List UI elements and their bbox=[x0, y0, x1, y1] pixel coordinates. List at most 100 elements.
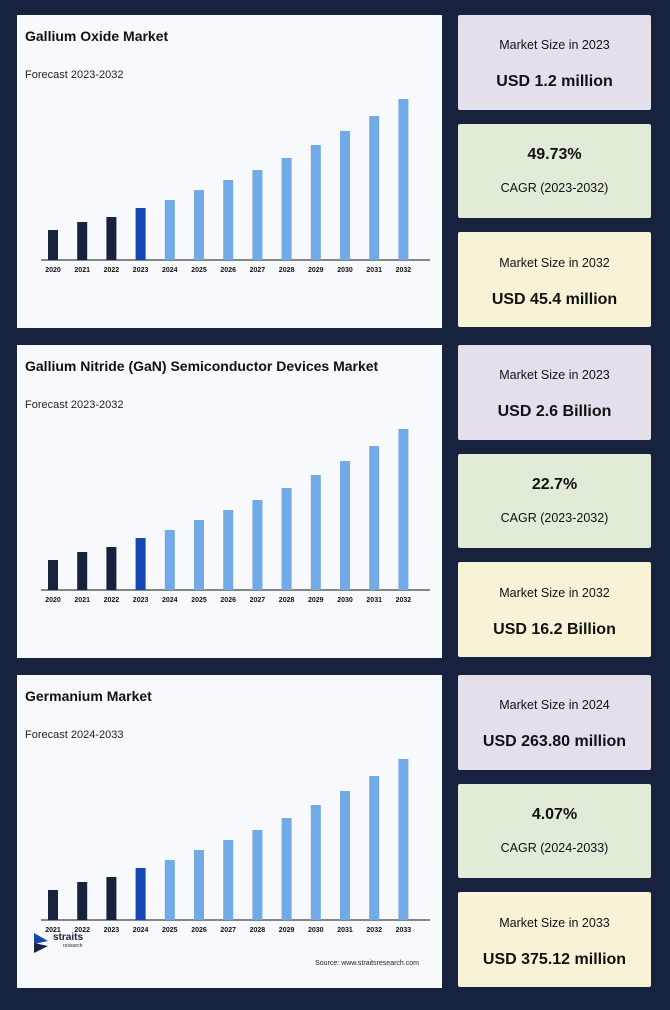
panel-title: Gallium Oxide Market bbox=[25, 28, 169, 44]
bar-2031 bbox=[369, 116, 380, 260]
bar-2024 bbox=[164, 530, 175, 590]
bar-2023 bbox=[106, 877, 117, 920]
panel-subtitle: Forecast 2023-2032 bbox=[25, 399, 124, 411]
bar-2033 bbox=[398, 759, 409, 920]
bar-2032 bbox=[369, 776, 380, 920]
stat-label: CAGR (2023-2032) bbox=[500, 511, 609, 525]
stat-label: Market Size in 2023 bbox=[499, 38, 610, 52]
bar-2025 bbox=[194, 520, 204, 590]
x-tick-label: 2031 bbox=[366, 597, 382, 604]
source-credit: Source: www.straitsresearch.com bbox=[315, 960, 419, 967]
x-tick-label: 2027 bbox=[250, 267, 266, 274]
stat-value: USD 263.80 million bbox=[482, 733, 627, 750]
x-tick-label: 2025 bbox=[191, 267, 207, 274]
bar-2021 bbox=[77, 222, 88, 260]
bar-2029 bbox=[310, 145, 321, 260]
bar-2023 bbox=[135, 208, 146, 260]
stat-card-cagr: 4.07% CAGR (2024-2033) bbox=[458, 784, 651, 878]
stat-value: 49.73% bbox=[527, 146, 582, 163]
x-tick-label: 2029 bbox=[308, 267, 324, 274]
gallium-oxide-panel: Gallium Oxide Market Forecast 2023-2032 … bbox=[17, 15, 442, 328]
x-tick-label: 2022 bbox=[104, 267, 120, 274]
x-tick-label: 2023 bbox=[104, 927, 120, 934]
stat-label: Market Size in 2032 bbox=[499, 586, 610, 600]
stat-value: USD 375.12 million bbox=[482, 951, 627, 968]
bar-2026 bbox=[194, 850, 204, 920]
stat-value: USD 2.6 Billion bbox=[497, 403, 612, 420]
bar-2024 bbox=[135, 868, 146, 920]
bar-2020 bbox=[48, 230, 58, 260]
bar-2022 bbox=[77, 882, 88, 920]
stat-label: Market Size in 2024 bbox=[499, 698, 610, 712]
stat-card-market-size-end: Market Size in 2032 USD 45.4 million bbox=[458, 232, 651, 327]
x-tick-label: 2029 bbox=[279, 927, 295, 934]
gan-semiconductor-panel: Gallium Nitride (GaN) Semiconductor Devi… bbox=[17, 345, 442, 658]
stat-label: Market Size in 2032 bbox=[499, 256, 610, 270]
germanium-panel: Germanium Market Forecast 2024-2033 2021… bbox=[17, 675, 442, 988]
x-tick-label: 2025 bbox=[191, 597, 207, 604]
bar-2027 bbox=[223, 840, 234, 920]
x-tick-label: 2023 bbox=[133, 267, 149, 274]
x-tick-label: 2031 bbox=[337, 927, 353, 934]
stat-value: USD 45.4 million bbox=[491, 291, 618, 308]
bar-2020 bbox=[48, 560, 58, 590]
stat-card-market-size-start: Market Size in 2023 USD 1.2 million bbox=[458, 15, 651, 110]
bar-2021 bbox=[77, 552, 88, 590]
x-tick-label: 2022 bbox=[74, 927, 90, 934]
x-tick-label: 2021 bbox=[45, 927, 61, 934]
bar-2026 bbox=[223, 180, 234, 260]
x-tick-label: 2025 bbox=[162, 927, 178, 934]
stat-card-market-size-end: Market Size in 2032 USD 16.2 Billion bbox=[458, 562, 651, 657]
x-tick-label: 2033 bbox=[396, 927, 412, 934]
bar-2030 bbox=[340, 131, 350, 260]
logo-wordmark: straits bbox=[53, 932, 84, 943]
bar-2026 bbox=[223, 510, 234, 590]
x-tick-label: 2027 bbox=[220, 927, 236, 934]
x-tick-label: 2024 bbox=[133, 927, 149, 934]
stat-label: CAGR (2023-2032) bbox=[500, 181, 609, 195]
x-tick-label: 2024 bbox=[162, 597, 178, 604]
bar-2025 bbox=[164, 860, 175, 920]
x-tick-label: 2029 bbox=[308, 597, 324, 604]
panel-subtitle: Forecast 2024-2033 bbox=[25, 729, 124, 741]
bar-2032 bbox=[398, 99, 409, 260]
x-tick-label: 2030 bbox=[337, 267, 353, 274]
bar-2023 bbox=[135, 538, 146, 590]
stat-card-cagr: 49.73% CAGR (2023-2032) bbox=[458, 124, 651, 218]
x-tick-label: 2024 bbox=[162, 267, 178, 274]
stat-card-market-size-start: Market Size in 2023 USD 2.6 Billion bbox=[458, 345, 651, 440]
x-tick-label: 2026 bbox=[191, 927, 207, 934]
x-tick-label: 2032 bbox=[396, 597, 412, 604]
stat-label: Market Size in 2033 bbox=[499, 916, 610, 930]
stat-value: 22.7% bbox=[531, 476, 578, 493]
stat-label: CAGR (2024-2033) bbox=[500, 841, 609, 855]
gan-semiconductor-bar-chart: 2020 2021 2022 2023 2024 2025 2026 2027 2028 2029… bbox=[41, 429, 430, 604]
panel-subtitle: Forecast 2023-2032 bbox=[25, 69, 124, 81]
bar-2027 bbox=[252, 500, 263, 590]
gallium-oxide-bar-chart: 2020 2021 2022 2023 2024 2025 2026 2027 2028 2029… bbox=[41, 99, 430, 274]
bar-2028 bbox=[252, 830, 263, 920]
bar-2029 bbox=[310, 475, 321, 590]
logo-subtext: research bbox=[63, 943, 83, 949]
panel-title: Germanium Market bbox=[25, 688, 152, 704]
bar-2027 bbox=[252, 170, 263, 260]
bar-2029 bbox=[281, 818, 292, 920]
x-tick-label: 2030 bbox=[308, 927, 324, 934]
bar-2024 bbox=[164, 200, 175, 260]
germanium-bar-chart: 2021 2022 2023 2024 2025 2026 2027 2028 2029 2030… bbox=[41, 759, 430, 934]
x-tick-label: 2021 bbox=[74, 267, 90, 274]
x-tick-label: 2026 bbox=[220, 597, 236, 604]
x-tick-label: 2031 bbox=[366, 267, 382, 274]
stat-value: USD 16.2 Billion bbox=[493, 621, 616, 638]
x-tick-label: 2026 bbox=[220, 267, 236, 274]
bar-2028 bbox=[281, 488, 292, 590]
x-tick-label: 2028 bbox=[279, 597, 295, 604]
stat-card-market-size-end: Market Size in 2033 USD 375.12 million bbox=[458, 892, 651, 987]
x-tick-label: 2028 bbox=[250, 927, 266, 934]
bar-2021 bbox=[48, 890, 58, 920]
bar-2022 bbox=[106, 217, 117, 260]
bar-2031 bbox=[369, 446, 380, 590]
stat-card-cagr: 22.7% CAGR (2023-2032) bbox=[458, 454, 651, 548]
bar-2028 bbox=[281, 158, 292, 260]
x-tick-label: 2020 bbox=[45, 597, 61, 604]
